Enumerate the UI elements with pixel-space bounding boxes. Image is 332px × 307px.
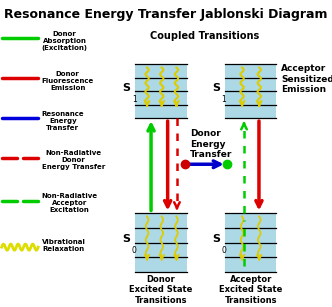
Text: Acceptor
Excited State
Transitions: Acceptor Excited State Transitions <box>219 275 282 305</box>
Text: S: S <box>122 83 130 93</box>
Text: 0: 0 <box>222 246 226 255</box>
Text: Non-Radiative
Donor
Energy Transfer: Non-Radiative Donor Energy Transfer <box>42 150 105 170</box>
Text: S: S <box>122 235 130 244</box>
Text: Non-Radiative
Acceptor
Excitation: Non-Radiative Acceptor Excitation <box>42 193 98 213</box>
Text: Resonance Energy Transfer Jablonski Diagram: Resonance Energy Transfer Jablonski Diag… <box>4 8 328 21</box>
Text: Donor
Energy
Transfer: Donor Energy Transfer <box>190 129 232 159</box>
Text: 0: 0 <box>132 246 137 255</box>
Text: 1: 1 <box>132 95 137 103</box>
Text: Resonance
Energy
Transfer: Resonance Energy Transfer <box>42 111 84 130</box>
Text: Coupled Transitions: Coupled Transitions <box>149 31 259 41</box>
Text: Donor
Excited State
Transitions: Donor Excited State Transitions <box>129 275 193 305</box>
FancyBboxPatch shape <box>135 64 187 118</box>
FancyBboxPatch shape <box>135 213 187 272</box>
FancyBboxPatch shape <box>225 213 276 272</box>
Text: Donor
Fluorescence
Emission: Donor Fluorescence Emission <box>42 71 94 91</box>
Text: Donor
Absorption
(Excitation): Donor Absorption (Excitation) <box>42 31 88 51</box>
Text: Acceptor
Sensitized
Emission: Acceptor Sensitized Emission <box>282 64 332 94</box>
Text: Vibrational
Relaxation: Vibrational Relaxation <box>42 239 85 252</box>
Text: S: S <box>212 83 220 93</box>
FancyBboxPatch shape <box>225 64 276 118</box>
Text: 1: 1 <box>222 95 226 103</box>
Text: S: S <box>212 235 220 244</box>
